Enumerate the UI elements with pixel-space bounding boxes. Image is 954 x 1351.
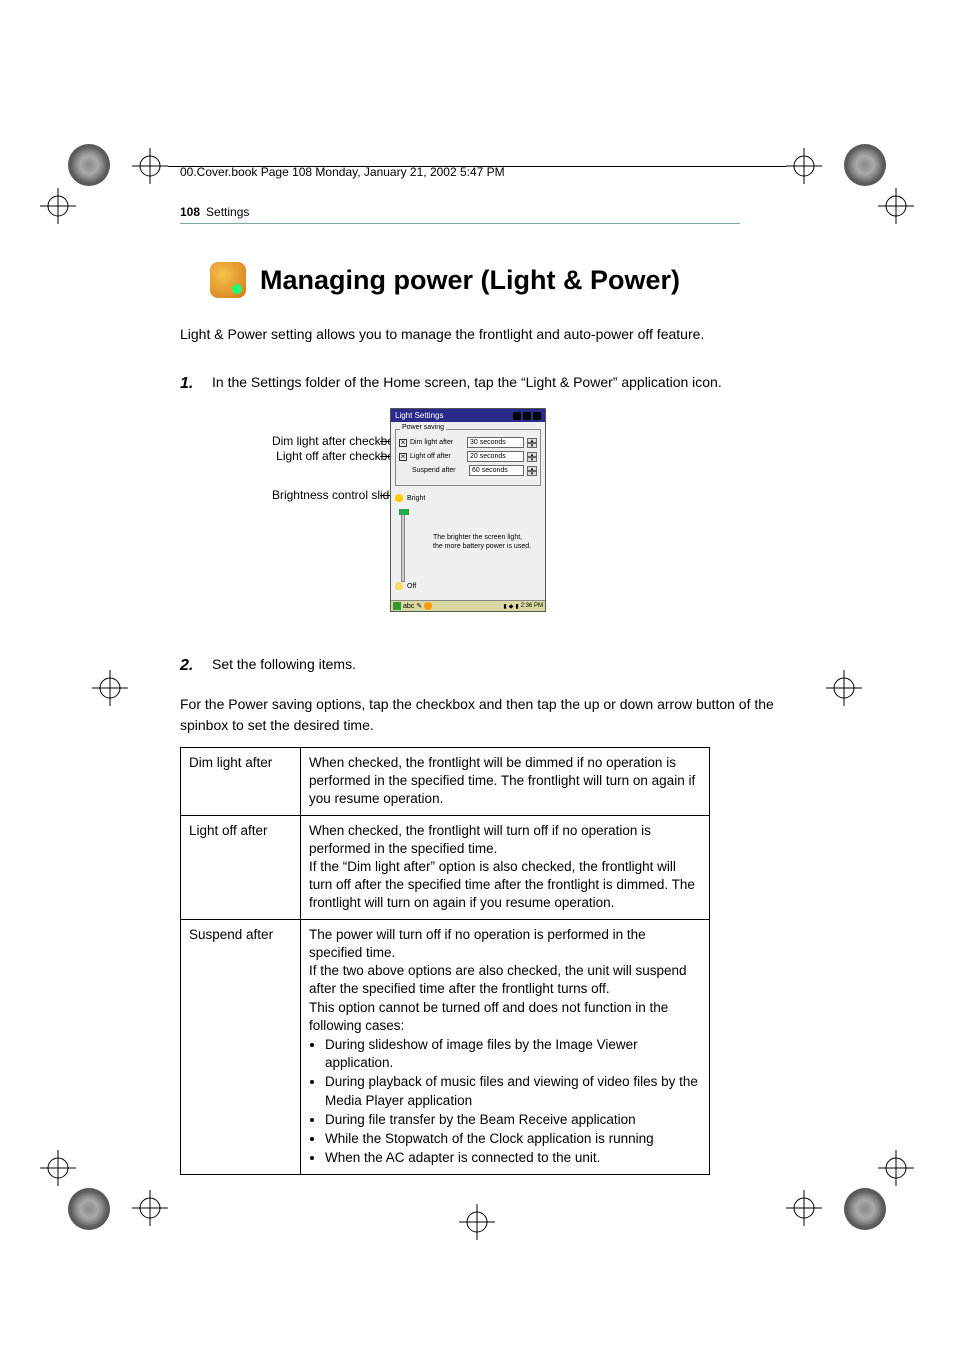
suspend-label: Suspend after: [412, 467, 466, 474]
dim-light-spinner[interactable]: ▴▾: [527, 438, 537, 448]
taskbar-status-icon: ◆: [509, 603, 514, 610]
table-row: Suspend after The power will turn off if…: [181, 919, 710, 1175]
taskbar: abc ✎ ▮ ◆ ▮ 2:36 PM: [391, 600, 545, 611]
bulb-bright-icon: [395, 494, 403, 502]
suspend-spinner[interactable]: ▴▾: [527, 466, 537, 476]
step-text: In the Settings folder of the Home scree…: [212, 372, 722, 396]
step-1: 1. In the Settings folder of the Home sc…: [180, 372, 780, 396]
suspend-value[interactable]: 60 seconds: [469, 465, 524, 476]
dim-light-value[interactable]: 30 seconds: [467, 437, 524, 448]
option-name: Dim light after: [181, 747, 301, 815]
options-paragraph: For the Power saving options, tap the ch…: [180, 694, 780, 735]
option-desc: When checked, the frontlight will be dim…: [301, 747, 710, 815]
taskbar-card-icon: ▮: [503, 603, 506, 610]
registration-mark: [92, 670, 128, 706]
screenshot-area: Dim light after checkbox Light off after…: [208, 408, 780, 626]
light-off-row: Light off after 20 seconds ▴▾: [399, 451, 537, 462]
list-item: While the Stopwatch of the Clock applica…: [325, 1130, 701, 1148]
light-off-value[interactable]: 20 seconds: [467, 451, 524, 462]
section-name: Settings: [206, 205, 249, 219]
step-text: Set the following items.: [212, 654, 356, 678]
registration-mark: [132, 1190, 168, 1226]
registration-mark: [878, 188, 914, 224]
intro-paragraph: Light & Power setting allows you to mana…: [180, 324, 780, 344]
desc-line: When checked, the frontlight will turn o…: [309, 823, 651, 856]
step-number: 1.: [180, 372, 202, 396]
taskbar-clock: 2:36 PM: [521, 603, 543, 609]
group-label: Power saving: [400, 424, 446, 431]
taskbar-home-icon[interactable]: [393, 602, 401, 610]
taskbar-app-icon[interactable]: [424, 602, 432, 610]
step-number: 2.: [180, 654, 202, 678]
device-screenshot: Light Settings Power saving Dim light af…: [390, 408, 546, 612]
option-desc: The power will turn off if no operation …: [301, 919, 710, 1175]
table-row: Dim light after When checked, the frontl…: [181, 747, 710, 815]
print-corner-sphere: [844, 144, 886, 186]
taskbar-battery-icon: ▮: [515, 603, 518, 610]
brightness-area: Bright The brighter the screen light, th…: [395, 494, 541, 594]
print-corner-sphere: [68, 1188, 110, 1230]
taskbar-text: abc: [403, 603, 414, 610]
light-power-icon: [210, 262, 246, 298]
bulb-off-icon: [395, 582, 403, 590]
registration-mark: [826, 670, 862, 706]
page-number: 108: [180, 205, 200, 219]
registration-mark: [40, 1150, 76, 1186]
registration-mark: [786, 1190, 822, 1226]
dim-light-checkbox[interactable]: [399, 439, 407, 447]
desc-line: This option cannot be turned off and doe…: [309, 1000, 668, 1033]
exception-list: During slideshow of image files by the I…: [325, 1036, 701, 1168]
bright-label: Bright: [407, 495, 425, 502]
list-item: During slideshow of image files by the I…: [325, 1036, 701, 1072]
option-desc: When checked, the frontlight will turn o…: [301, 815, 710, 919]
suspend-row: Suspend after 60 seconds ▴▾: [399, 465, 537, 476]
dim-light-row: Dim light after 30 seconds ▴▾: [399, 437, 537, 448]
brightness-slider[interactable]: [401, 510, 405, 582]
power-saving-group: Power saving Dim light after 30 seconds …: [395, 429, 541, 486]
book-header-caption: 00.Cover.book Page 108 Monday, January 2…: [180, 165, 505, 179]
taskbar-pen-icon[interactable]: ✎: [416, 602, 422, 610]
list-item: When the AC adapter is connected to the …: [325, 1149, 701, 1167]
option-name: Light off after: [181, 815, 301, 919]
registration-mark: [40, 188, 76, 224]
registration-mark: [132, 148, 168, 184]
step-2: 2. Set the following items.: [180, 654, 780, 678]
table-row: Light off after When checked, the frontl…: [181, 815, 710, 919]
page-title-row: Managing power (Light & Power): [210, 262, 780, 298]
print-corner-sphere: [844, 1188, 886, 1230]
registration-mark: [459, 1204, 495, 1240]
list-item: During file transfer by the Beam Receive…: [325, 1111, 701, 1129]
desc-line: If the two above options are also checke…: [309, 963, 686, 996]
page-header: 108 Settings: [180, 205, 740, 224]
print-corner-sphere: [68, 144, 110, 186]
window-title: Light Settings: [395, 411, 443, 420]
list-item: During playback of music files and viewi…: [325, 1073, 701, 1109]
dim-light-label: Dim light after: [410, 439, 464, 446]
titlebar-icons: [513, 412, 541, 420]
brightness-hint: The brighter the screen light, the more …: [433, 534, 533, 551]
window-titlebar: Light Settings: [391, 409, 545, 422]
options-table: Dim light after When checked, the frontl…: [180, 747, 710, 1176]
light-off-spinner[interactable]: ▴▾: [527, 452, 537, 462]
light-off-checkbox[interactable]: [399, 453, 407, 461]
light-off-label: Light off after: [410, 453, 464, 460]
desc-line: If the “Dim light after” option is also …: [309, 859, 695, 910]
slider-thumb[interactable]: [399, 509, 409, 515]
desc-line: The power will turn off if no operation …: [309, 927, 646, 960]
page-title: Managing power (Light & Power): [260, 265, 680, 296]
page-content: 108 Settings Managing power (Light & Pow…: [180, 205, 780, 1175]
off-label: Off: [407, 583, 416, 590]
registration-mark: [786, 148, 822, 184]
registration-mark: [878, 1150, 914, 1186]
option-name: Suspend after: [181, 919, 301, 1175]
